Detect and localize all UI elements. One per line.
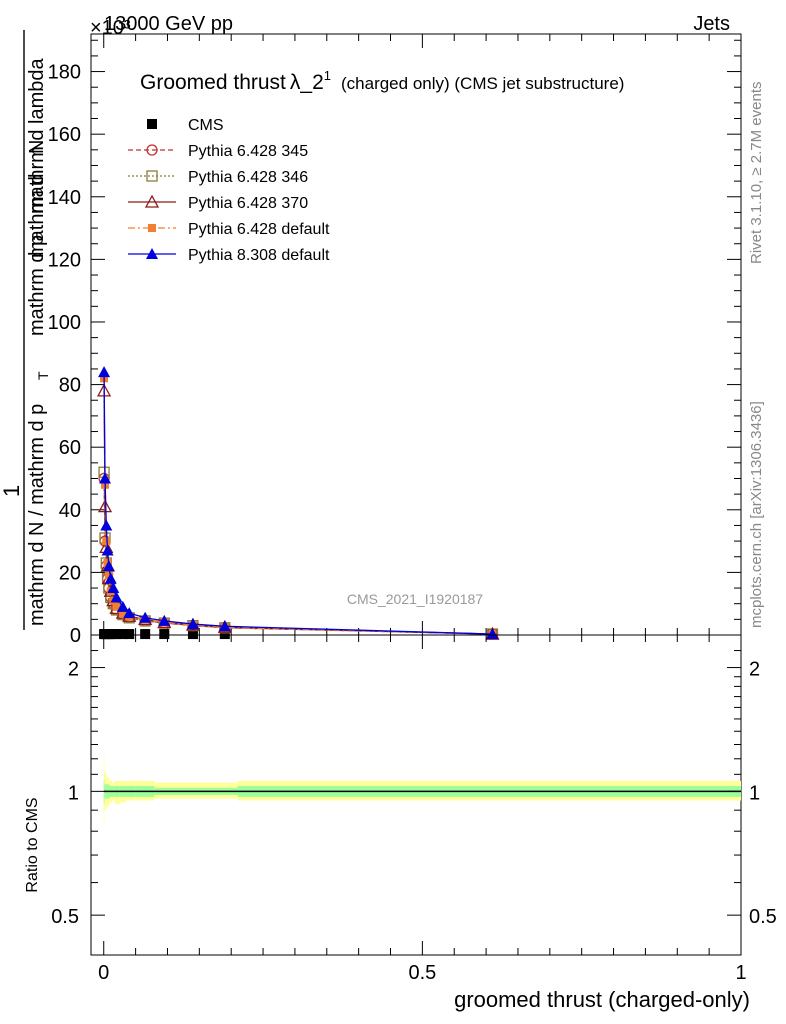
- data-point-pythia-8-308-default: [100, 519, 113, 531]
- legend-label: CMS: [188, 117, 224, 134]
- legend-entry: CMS: [147, 117, 224, 134]
- legend-label: Pythia 6.428 default: [188, 221, 330, 238]
- legend-title-main: Groomed thrust: [140, 71, 286, 94]
- legend-title-lambda: λ_2: [290, 71, 324, 94]
- data-point-pythia-8-308-default: [98, 366, 111, 378]
- data-point-cms: [159, 629, 170, 640]
- watermark: CMS_2021_I1920187: [347, 591, 483, 607]
- ratio-axis-ticks: 0.5 0.5 1 1 2 2 0 0.5 1: [51, 635, 777, 984]
- series-line-pythia-6-428-345: [103, 478, 493, 635]
- legend-label: Pythia 6.428 370: [188, 195, 308, 212]
- series-cms: [99, 629, 498, 640]
- data-point-cms: [124, 629, 135, 640]
- series-pythia-6-428-345: [98, 472, 499, 640]
- ratio-y-tick-label-right: 2: [749, 659, 760, 681]
- y-tick-label: 40: [59, 500, 81, 522]
- x-tick-label: 0.5: [408, 962, 436, 984]
- y-title-num-a: mathrm d: [26, 174, 48, 258]
- data-point-cms: [117, 629, 128, 640]
- series-pythia-8-308-default: [98, 366, 499, 640]
- data-point-pythia-8-308-default: [110, 591, 123, 603]
- legend-entry: Pythia 8.308 default: [128, 247, 330, 264]
- data-point-cms: [140, 629, 151, 640]
- rivet-version-label: Rivet 3.1.10, ≥ 2.7M events: [748, 82, 765, 265]
- mcplots-label: mcplots.cern.ch [arXiv:1306.3436]: [748, 401, 765, 628]
- data-point-pythia-8-308-default: [186, 618, 199, 630]
- data-point-pythia-6-428-370: [97, 499, 113, 513]
- data-point-pythia-8-308-default: [101, 544, 114, 556]
- series-pythia-6-428-346: [98, 466, 499, 640]
- main-y-title: 1 mathrm d N mathrm d lambda mathrm d p …: [0, 30, 51, 630]
- data-point-pythia-8-308-default: [116, 600, 129, 612]
- header-energy: 13000 GeV pp: [104, 13, 233, 35]
- legend-entry: Pythia 6.428 default: [128, 221, 330, 238]
- legend-title-rest: (charged only) (CMS jet substructure): [341, 74, 624, 93]
- legend: Groomed thrust λ_21 (charged only) (CMS je…: [128, 68, 624, 264]
- x-tick-label: 0: [98, 962, 109, 984]
- data-point-pythia-8-308-default: [107, 582, 120, 594]
- y-tick-label: 140: [48, 187, 81, 209]
- ratio-y-label: Ratio to CMS: [24, 797, 41, 892]
- data-point-pythia-8-308-default: [218, 620, 231, 632]
- ratio-y-tick-label: 2: [68, 659, 79, 681]
- y-title-subscript-t: T: [35, 371, 51, 380]
- legend-marker: [148, 224, 156, 232]
- y-title-den-c: mathrm d lambda: [26, 58, 48, 214]
- legend-marker: [147, 119, 157, 129]
- y-tick-label: 160: [48, 124, 81, 146]
- y-title-den-b: mathrm d p: [26, 235, 48, 336]
- data-point-pythia-6-428-default: [104, 571, 113, 580]
- ratio-band-layer: [103, 755, 741, 825]
- ratio-y-tick-label: 0.5: [51, 906, 79, 928]
- ratio-y-tick-label-right: 1: [749, 782, 760, 804]
- ratio-y-tick-label-right: 0.5: [749, 906, 777, 928]
- data-point-cms: [111, 629, 122, 640]
- data-point-pythia-8-308-default: [99, 472, 112, 484]
- legend-entry: Pythia 6.428 345: [128, 143, 308, 160]
- series-line-pythia-6-428-346: [103, 472, 493, 635]
- legend-entry: Pythia 6.428 370: [128, 194, 308, 212]
- data-point-pythia-8-308-default: [158, 614, 171, 626]
- legend-label: Pythia 8.308 default: [188, 247, 330, 264]
- y-title-num-b: N: [26, 140, 48, 154]
- data-point-pythia-6-428-default: [118, 609, 127, 618]
- data-point-pythia-6-428-default: [112, 602, 121, 611]
- legend-entry: Pythia 6.428 346: [128, 169, 308, 186]
- data-point-pythia-8-308-default: [104, 572, 117, 584]
- legend-entries: CMS Pythia 6.428 345 Pythia 6.428 346 Pythi…: [128, 117, 330, 264]
- main-panel: 0 20 40 60 80 100 120 140 160 180 CMS_2021_I19201…: [48, 33, 742, 647]
- y-tick-label: 80: [59, 375, 81, 397]
- y-title-numerator-one: 1: [0, 485, 24, 497]
- y-title-den-a: mathrm d N / mathrm d p: [26, 404, 48, 626]
- data-point-pythia-8-308-default: [139, 611, 152, 623]
- data-point-pythia-8-308-default: [486, 628, 499, 640]
- legend-marker: [146, 144, 158, 156]
- data-point-pythia-6-428-default: [102, 537, 111, 546]
- data-point-pythia-8-308-default: [123, 607, 136, 619]
- legend-label: Pythia 6.428 346: [188, 169, 308, 186]
- header-right: Jets: [693, 13, 730, 35]
- legend-marker: [146, 248, 158, 259]
- data-point-cms: [219, 629, 230, 640]
- data-point-cms: [187, 629, 198, 640]
- legend-title-sup: 1: [324, 68, 331, 83]
- data-point-pythia-8-308-default: [102, 560, 115, 572]
- legend-label: Pythia 6.428 345: [188, 143, 308, 160]
- legend-title: Groomed thrust λ_21 (charged only) (CMS je…: [140, 68, 624, 94]
- legend-marker: [146, 170, 158, 182]
- y-tick-label: 120: [48, 249, 81, 271]
- y-tick-label: 60: [59, 437, 81, 459]
- x-axis-label: groomed thrust (charged-only): [454, 987, 750, 1012]
- y-tick-label: 0: [70, 625, 81, 647]
- legend-marker: [144, 194, 160, 208]
- y-tick-label: 180: [48, 62, 81, 84]
- y-tick-label: 100: [48, 312, 81, 334]
- main-data-layer: [96, 366, 500, 640]
- x-tick-label: 1: [735, 962, 746, 984]
- ratio-panel: 0.5 0.5 1 1 2 2 0 0.5 1 Ratio to CMS: [24, 634, 777, 984]
- ratio-y-tick-label: 1: [68, 782, 79, 804]
- y-tick-label: 20: [59, 562, 81, 584]
